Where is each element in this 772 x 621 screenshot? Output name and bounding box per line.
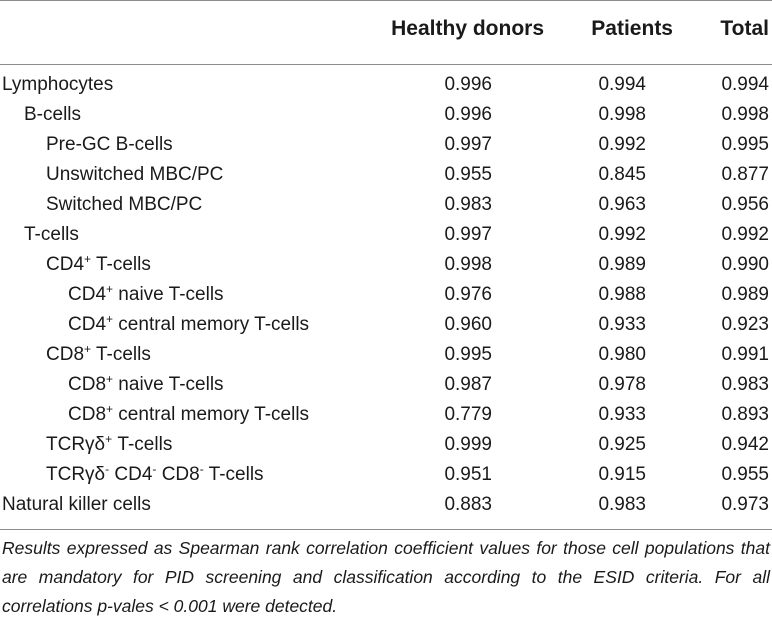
table-body: Lymphocytes 0.996 0.994 0.994 B-cells 0.996 0.… bbox=[0, 70, 772, 520]
table-row: CD8+ T-cells 0.995 0.980 0.991 bbox=[0, 340, 772, 370]
healthy-donors-value: 0.995 bbox=[444, 344, 492, 365]
row-label: Unswitched MBC/PC bbox=[46, 164, 224, 185]
total-value: 0.992 bbox=[721, 224, 769, 245]
healthy-donors-value: 0.998 bbox=[444, 254, 492, 275]
patients-value: 0.845 bbox=[598, 164, 646, 185]
patients-value: 0.992 bbox=[598, 224, 646, 245]
table-row: T-cells 0.997 0.992 0.992 bbox=[0, 220, 772, 250]
patients-value: 0.983 bbox=[598, 494, 646, 515]
table-row: Natural killer cells 0.883 0.983 0.973 bbox=[0, 490, 772, 520]
row-label: CD4+ T-cells bbox=[46, 252, 151, 275]
healthy-donors-value: 0.955 bbox=[444, 164, 492, 185]
total-value: 0.956 bbox=[721, 194, 769, 215]
patients-value: 0.933 bbox=[598, 404, 646, 425]
row-label: CD8+ T-cells bbox=[46, 342, 151, 365]
healthy-donors-value: 0.779 bbox=[444, 404, 492, 425]
row-label: TCRγδ+ T-cells bbox=[46, 432, 173, 455]
healthy-donors-value: 0.996 bbox=[444, 74, 492, 95]
healthy-donors-value: 0.999 bbox=[444, 434, 492, 455]
patients-value: 0.992 bbox=[598, 134, 646, 155]
row-label: B-cells bbox=[24, 104, 82, 125]
total-value: 0.923 bbox=[721, 314, 769, 335]
healthy-donors-value: 0.997 bbox=[444, 224, 492, 245]
row-label: CD8+ central memory T-cells bbox=[68, 402, 310, 425]
total-value: 0.973 bbox=[721, 494, 769, 515]
row-label: Switched MBC/PC bbox=[46, 194, 203, 215]
healthy-donors-value: 0.987 bbox=[444, 374, 492, 395]
patients-value: 0.978 bbox=[598, 374, 646, 395]
patients-value: 0.933 bbox=[598, 314, 646, 335]
healthy-donors-value: 0.976 bbox=[444, 284, 492, 305]
row-label: Pre-GC B-cells bbox=[46, 134, 173, 155]
table-top-rule bbox=[0, 0, 772, 1]
table-footnote: Results expressed as Spearman rank corre… bbox=[2, 538, 770, 616]
column-header-patients: Patients bbox=[591, 17, 673, 40]
table-row: CD8+ central memory T-cells 0.779 0.933 0.8… bbox=[0, 400, 772, 430]
total-value: 0.955 bbox=[721, 464, 769, 485]
healthy-donors-value: 0.996 bbox=[444, 104, 492, 125]
table-row: Lymphocytes 0.996 0.994 0.994 bbox=[0, 70, 772, 100]
table-row: TCRγδ+ T-cells 0.999 0.925 0.942 bbox=[0, 430, 772, 460]
total-value: 0.995 bbox=[721, 134, 769, 155]
column-header-total: Total bbox=[720, 17, 769, 40]
table-row: Unswitched MBC/PC 0.955 0.845 0.877 bbox=[0, 160, 772, 190]
table-row: CD4+ naive T-cells 0.976 0.988 0.989 bbox=[0, 280, 772, 310]
total-value: 0.998 bbox=[721, 104, 769, 125]
patients-value: 0.980 bbox=[598, 344, 646, 365]
row-label: Lymphocytes bbox=[2, 74, 114, 95]
healthy-donors-value: 0.997 bbox=[444, 134, 492, 155]
patients-value: 0.925 bbox=[598, 434, 646, 455]
patients-value: 0.988 bbox=[598, 284, 646, 305]
table-bottom-rule bbox=[0, 529, 772, 530]
total-value: 0.942 bbox=[721, 434, 769, 455]
patients-value: 0.963 bbox=[598, 194, 646, 215]
column-header-healthy-donors: Healthy donors bbox=[391, 17, 544, 40]
total-value: 0.983 bbox=[721, 374, 769, 395]
total-value: 0.990 bbox=[721, 254, 769, 275]
table-row: TCRγδ- CD4- CD8- T-cells 0.951 0.915 0.955 bbox=[0, 460, 772, 490]
patients-value: 0.998 bbox=[598, 104, 646, 125]
table-row: Switched MBC/PC 0.983 0.963 0.956 bbox=[0, 190, 772, 220]
row-label: CD4+ naive T-cells bbox=[68, 282, 224, 305]
patients-value: 0.915 bbox=[598, 464, 646, 485]
patients-value: 0.989 bbox=[598, 254, 646, 275]
healthy-donors-value: 0.883 bbox=[444, 494, 492, 515]
table-row: CD4+ T-cells 0.998 0.989 0.990 bbox=[0, 250, 772, 280]
table-row: CD8+ naive T-cells 0.987 0.978 0.983 bbox=[0, 370, 772, 400]
row-label: TCRγδ- CD4- CD8- T-cells bbox=[46, 462, 264, 485]
row-label: CD8+ naive T-cells bbox=[68, 372, 224, 395]
total-value: 0.994 bbox=[721, 74, 769, 95]
row-label: Natural killer cells bbox=[2, 494, 151, 515]
healthy-donors-value: 0.960 bbox=[444, 314, 492, 335]
total-value: 0.991 bbox=[721, 344, 769, 365]
table-row: CD4+ central memory T-cells 0.960 0.933 0.9… bbox=[0, 310, 772, 340]
patients-value: 0.994 bbox=[598, 74, 646, 95]
row-label: CD4+ central memory T-cells bbox=[68, 312, 310, 335]
total-value: 0.893 bbox=[721, 404, 769, 425]
total-value: 0.877 bbox=[721, 164, 769, 185]
table-row: B-cells 0.996 0.998 0.998 bbox=[0, 100, 772, 130]
healthy-donors-value: 0.951 bbox=[444, 464, 492, 485]
healthy-donors-value: 0.983 bbox=[444, 194, 492, 215]
total-value: 0.989 bbox=[721, 284, 769, 305]
header-rule bbox=[0, 64, 772, 65]
table-row: Pre-GC B-cells 0.997 0.992 0.995 bbox=[0, 130, 772, 160]
row-label: T-cells bbox=[24, 224, 79, 245]
